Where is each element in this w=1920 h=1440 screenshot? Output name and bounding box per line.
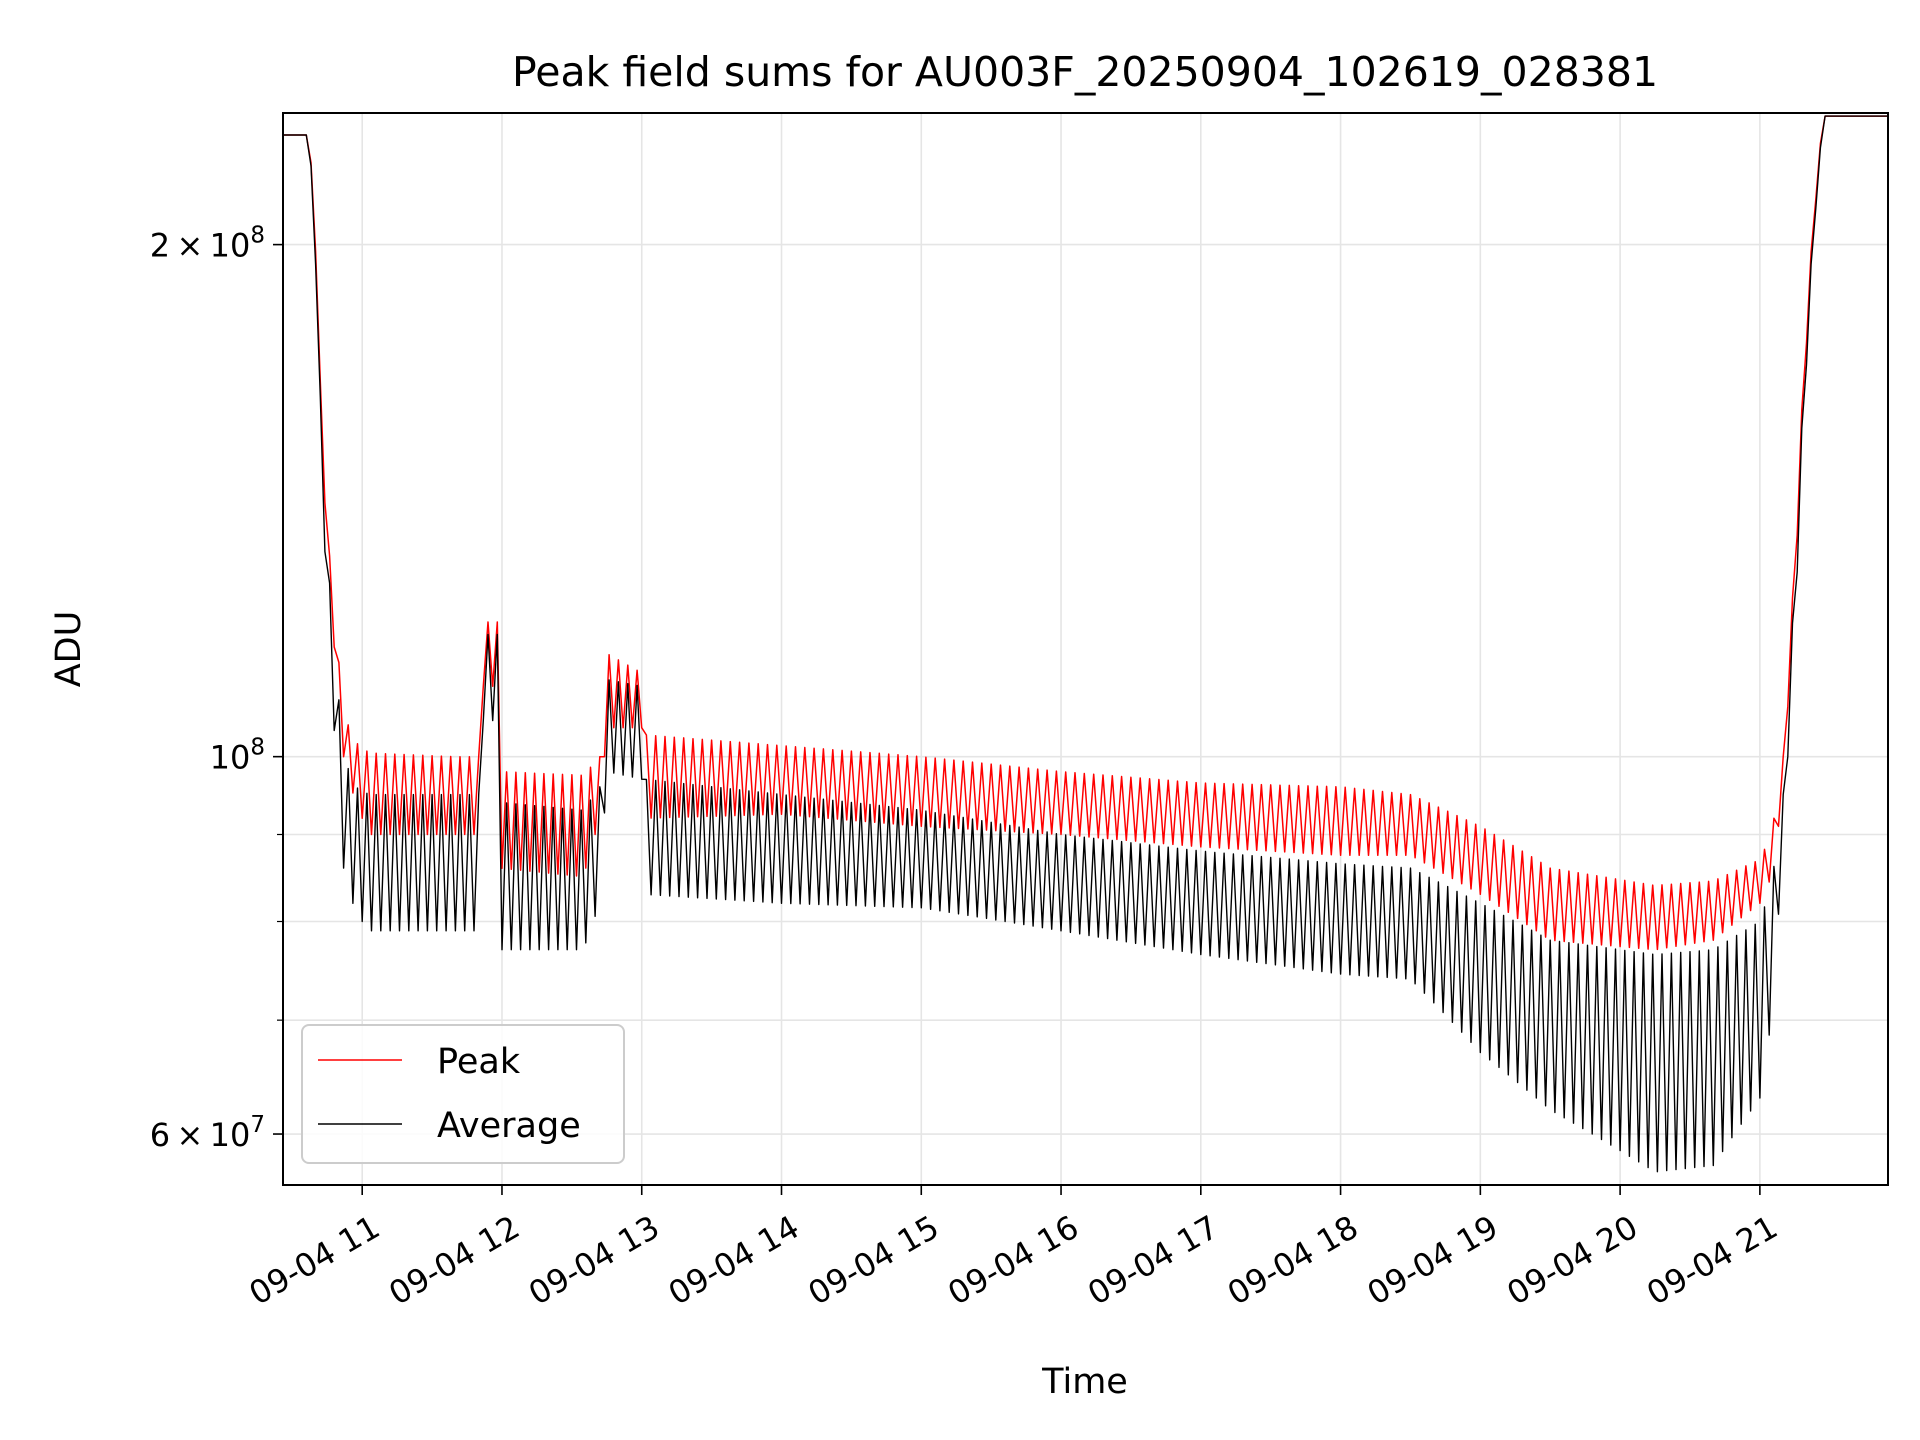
chart-title: Peak field sums for AU003F_20250904_1026… — [512, 48, 1658, 96]
legend-label-average: Average — [437, 1106, 581, 1146]
legend-label-peak: Peak — [437, 1042, 521, 1082]
y-tick-label: 6 × 107 — [150, 1112, 265, 1154]
legend: Peak Average — [301, 1024, 625, 1164]
y-tick-label: 2 × 108 — [150, 223, 265, 265]
grid — [283, 113, 1888, 1185]
y-tick-label: 108 — [210, 735, 265, 777]
plot-frame — [282, 112, 1889, 1186]
series-line-average — [283, 115, 1888, 1173]
y-axis: 2 × 108 108 6 × 107 — [150, 223, 283, 1154]
series-layer — [283, 115, 1888, 1173]
series-line-peak — [283, 115, 1888, 951]
y-axis-label: ADU — [49, 611, 89, 688]
x-axis-label: Time — [1041, 1362, 1128, 1402]
